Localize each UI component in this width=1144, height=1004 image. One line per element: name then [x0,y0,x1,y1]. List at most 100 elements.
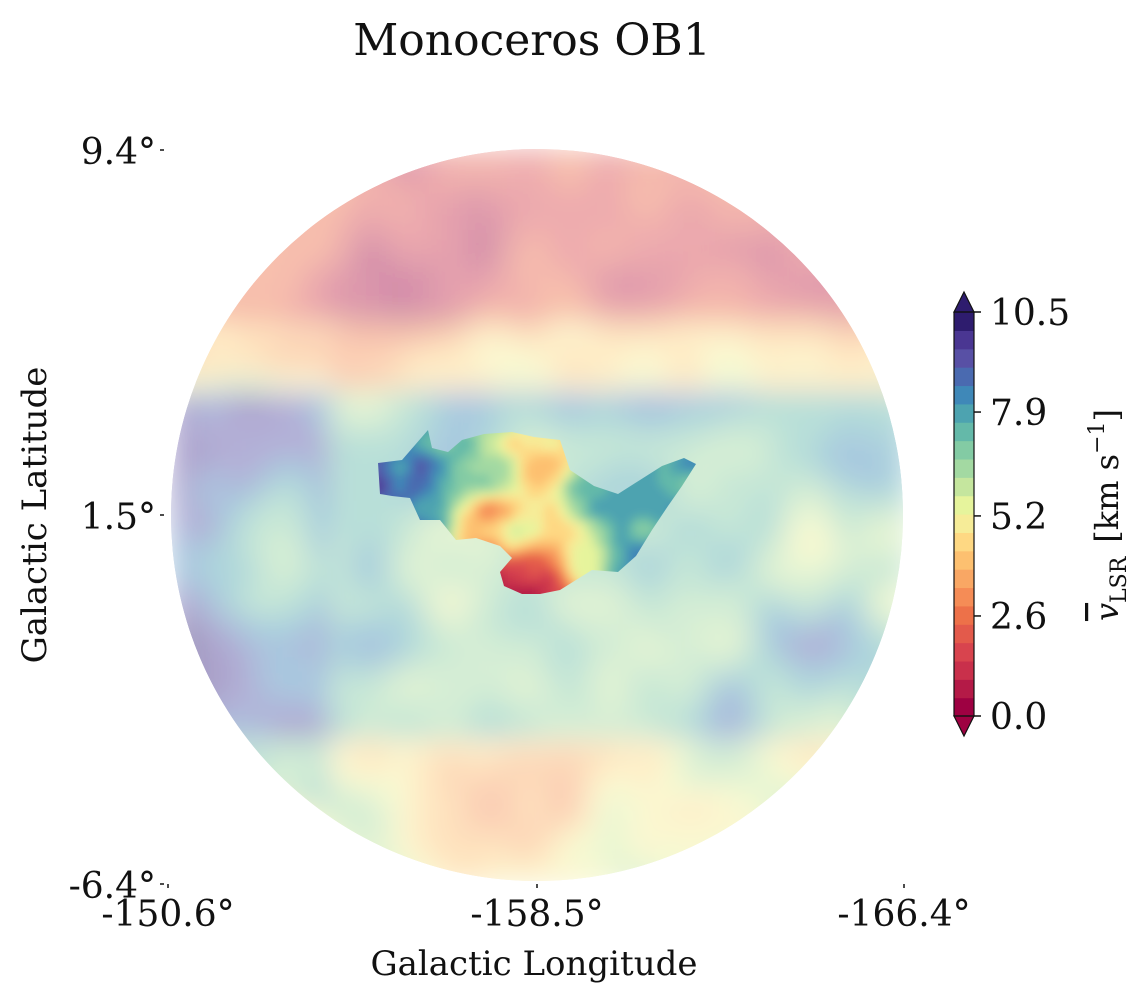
highlight-cell [646,486,653,493]
highlight-cell [502,504,509,511]
highlight-cell [640,510,647,517]
highlight-cell [460,474,467,481]
highlight-cell [448,510,455,517]
background-cell [315,869,332,881]
highlight-cell [478,498,485,505]
highlight-cell [424,438,431,445]
highlight-cell [556,522,563,529]
highlight-cell [378,468,383,475]
highlight-cell [568,474,575,481]
highlight-cell [556,450,563,457]
highlight-cell [472,528,479,535]
highlight-cell [562,558,569,565]
highlight-cell [520,510,527,517]
highlight-cell [532,552,539,559]
highlight-cell [580,516,587,523]
highlight-cell [406,462,413,469]
colorbar-segment [954,440,974,460]
highlight-cell [616,540,623,547]
highlight-cell [550,492,557,499]
highlight-cell [514,540,521,547]
highlight-cell [466,468,473,475]
highlight-cell [412,504,419,511]
highlight-cell [448,504,455,511]
background-cell [891,789,903,806]
highlight-cell [478,504,485,511]
background-cell [891,709,903,726]
background-cell [171,837,188,854]
highlight-cell [496,534,503,541]
colorbar-segment [954,642,974,662]
background-cell [811,837,828,854]
background-cell [171,309,188,326]
highlight-cell [478,444,485,451]
background-cell [795,805,812,822]
highlight-cell [514,504,521,511]
highlight-cell [622,486,629,493]
highlight-cell [448,522,455,529]
background-cell [891,821,903,838]
highlight-cell [532,540,539,547]
background-cell [267,229,284,246]
background-cell [843,181,860,198]
highlight-cell [508,534,515,541]
highlight-cell [514,564,521,571]
background-cell [251,245,268,262]
background-cell [731,149,748,166]
highlight-cell [622,516,629,523]
background-cell [859,805,876,822]
highlight-cell [616,492,623,499]
highlight-cell [490,468,497,475]
colorbar-tick-label-3: 7.9 [990,393,1047,434]
highlight-cell [460,534,467,541]
highlight-cell [634,534,641,541]
highlight-cell [598,546,605,553]
background-cell [187,757,204,774]
highlight-cell [508,558,515,565]
highlight-cell [484,438,491,445]
highlight-cell [496,474,503,481]
highlight-cell [508,552,515,559]
highlight-cell [382,486,389,493]
highlight-cell [418,498,425,505]
highlight-cell [520,516,527,523]
highlight-cell [460,456,467,463]
background-cell [795,165,812,182]
highlight-cell [556,528,563,535]
highlight-cell [466,486,473,493]
colorbar-segment [954,422,974,442]
highlight-cell [388,492,395,499]
highlight-cell [562,480,569,487]
background-cell [763,805,780,822]
background-cell [779,837,796,854]
highlight-cell [514,468,521,475]
background-cell [891,309,903,326]
highlight-cell [592,534,599,541]
highlight-cell [526,474,533,481]
highlight-cell [430,468,437,475]
highlight-cell [460,510,467,517]
background-cell [747,853,764,870]
highlight-cell [436,492,443,499]
highlight-cell [610,522,617,529]
background-cell [891,869,903,881]
highlight-cell [394,492,401,499]
highlight-cell [508,576,515,583]
background-cell [795,853,812,870]
highlight-cell [454,498,461,505]
highlight-cell [466,498,473,505]
highlight-cell [382,480,389,487]
background-cell [187,805,204,822]
highlight-cell [490,432,497,439]
background-cell [843,165,860,182]
highlight-cell [526,546,533,553]
background-cell [203,821,220,838]
colorbar-segment [954,697,974,717]
background-cell [299,197,316,214]
highlight-cell [538,558,545,565]
background-cell [795,213,812,230]
highlight-cell [580,486,587,493]
highlight-cell [616,552,623,559]
highlight-cell [490,492,497,499]
